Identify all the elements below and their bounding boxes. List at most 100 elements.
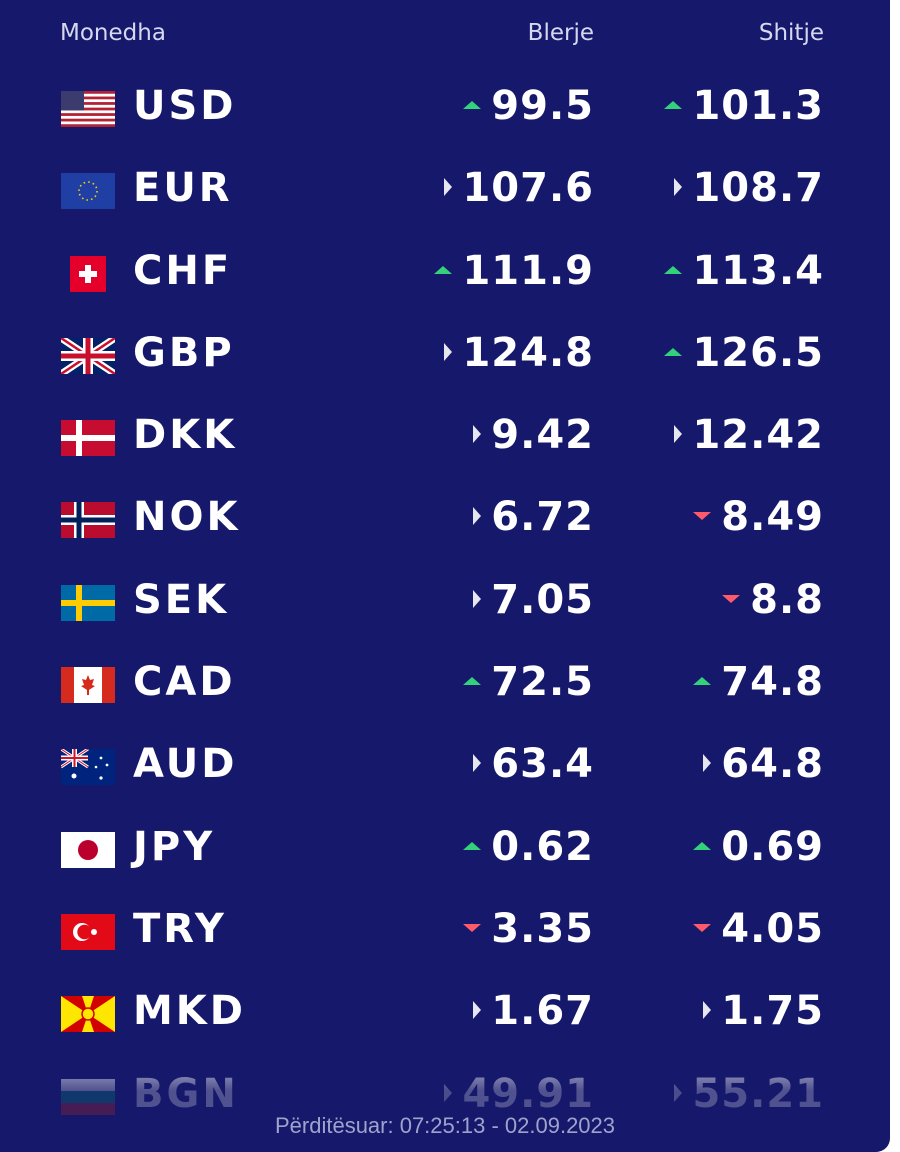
arrow-down-icon (463, 923, 482, 932)
rate-row-jpy: JPY 0.62 0.69 (0, 809, 890, 891)
se-flag-icon (61, 584, 115, 621)
mk-flag-icon (61, 996, 115, 1033)
buy-value: 49.91 (462, 1070, 594, 1117)
rates-list: USD 99.5 101.3 EUR 107.6 108.7 CHF 111.9 113.4 GB… (0, 68, 890, 1138)
updated-timestamp: Përditësuar: 07:25:13 - 02.09.2023 (274, 1113, 616, 1138)
buy-rate: 0.62 (463, 824, 594, 870)
sell-value: 74.8 (721, 659, 824, 706)
sell-value: 64.8 (721, 741, 824, 788)
buy-value: 0.62 (491, 823, 594, 870)
sell-value: 0.69 (721, 823, 824, 870)
arrow-right-icon (674, 425, 683, 444)
sell-rate: 126.5 (664, 330, 824, 376)
header-currency: Monedha (60, 20, 166, 46)
sell-value: 55.21 (692, 1070, 824, 1117)
sell-rate: 113.4 (664, 248, 824, 294)
tr-flag-icon (61, 913, 115, 950)
buy-value: 124.8 (462, 329, 594, 376)
currency-code: BGN (133, 1070, 239, 1117)
rate-row-try: TRY 3.35 4.05 (0, 891, 890, 973)
currency-code: GBP (133, 329, 235, 376)
currency-code: MKD (133, 988, 247, 1035)
rate-row-sek: SEK 7.05 8.8 (0, 562, 890, 644)
arrow-right-icon (703, 754, 712, 773)
arrow-up-icon (463, 101, 482, 109)
no-flag-icon (61, 502, 115, 539)
buy-value: 3.35 (491, 905, 594, 952)
ch-flag-icon (61, 255, 115, 292)
sell-rate: 1.75 (703, 988, 824, 1034)
currency-code: AUD (133, 741, 238, 788)
sell-rate: 55.21 (674, 1071, 824, 1117)
buy-rate: 9.42 (473, 412, 594, 458)
sell-value: 8.8 (750, 576, 824, 623)
buy-value: 1.67 (491, 988, 594, 1035)
buy-rate: 63.4 (473, 741, 594, 787)
rate-row-nok: NOK 6.72 8.49 (0, 479, 890, 561)
buy-rate: 99.5 (463, 83, 594, 129)
arrow-right-icon (473, 425, 482, 444)
arrow-right-icon (444, 1083, 453, 1102)
arrow-right-icon (444, 342, 453, 361)
sell-rate: 101.3 (664, 83, 824, 129)
currency-code: JPY (133, 823, 216, 870)
arrow-down-icon (722, 594, 741, 603)
eu-flag-icon (61, 173, 115, 210)
arrow-up-icon (693, 677, 712, 686)
au-flag-icon (61, 749, 115, 786)
arrow-right-icon (473, 1001, 482, 1020)
sell-value: 8.49 (721, 494, 824, 541)
arrow-right-icon (473, 507, 482, 526)
currency-code: CHF (133, 247, 233, 294)
arrow-up-icon (664, 101, 683, 109)
rate-row-eur: EUR 107.6 108.7 (0, 150, 890, 232)
sell-rate: 64.8 (703, 741, 824, 787)
sell-value: 108.7 (692, 165, 824, 212)
rate-row-cad: CAD 72.5 74.8 (0, 644, 890, 726)
arrow-up-icon (434, 265, 453, 274)
currency-code: CAD (133, 659, 236, 706)
rate-row-usd: USD 99.5 101.3 (0, 68, 890, 150)
currency-code: EUR (133, 165, 233, 212)
arrow-up-icon (463, 677, 482, 686)
us-flag-icon (61, 91, 115, 127)
buy-value: 9.42 (491, 412, 594, 459)
arrow-right-icon (473, 589, 482, 608)
sell-rate: 0.69 (693, 824, 824, 870)
sell-rate: 4.05 (693, 906, 824, 952)
arrow-down-icon (693, 512, 712, 521)
sell-value: 4.05 (721, 905, 824, 952)
sell-rate: 108.7 (674, 165, 824, 211)
sell-rate: 12.42 (674, 412, 824, 458)
arrow-right-icon (473, 754, 482, 773)
jp-flag-icon (61, 831, 115, 868)
rate-row-aud: AUD 63.4 64.8 (0, 726, 890, 808)
buy-rate: 72.5 (463, 659, 594, 705)
sell-rate: 8.49 (693, 494, 824, 540)
bg-flag-icon (61, 1078, 115, 1115)
buy-rate: 124.8 (444, 330, 594, 376)
arrow-right-icon (674, 178, 683, 197)
arrow-up-icon (693, 841, 712, 850)
arrow-up-icon (664, 347, 683, 356)
buy-rate: 7.05 (473, 577, 594, 623)
sell-value: 12.42 (692, 412, 824, 459)
sell-rate: 74.8 (693, 659, 824, 705)
buy-rate: 111.9 (434, 248, 594, 294)
table-header: Monedha Blerje Shitje (0, 20, 890, 50)
currency-code: DKK (133, 412, 238, 459)
buy-value: 99.5 (491, 83, 594, 129)
buy-rate: 107.6 (444, 165, 594, 211)
rate-row-chf: CHF 111.9 113.4 (0, 233, 890, 315)
buy-value: 111.9 (462, 247, 594, 294)
gb-flag-icon (61, 337, 115, 374)
buy-value: 7.05 (491, 576, 594, 623)
sell-value: 1.75 (721, 988, 824, 1035)
ca-flag-icon (61, 667, 115, 704)
buy-value: 6.72 (491, 494, 594, 541)
arrow-right-icon (703, 1001, 712, 1020)
rate-row-mkd: MKD 1.67 1.75 (0, 973, 890, 1055)
arrow-right-icon (444, 178, 453, 197)
currency-code: TRY (133, 905, 227, 952)
